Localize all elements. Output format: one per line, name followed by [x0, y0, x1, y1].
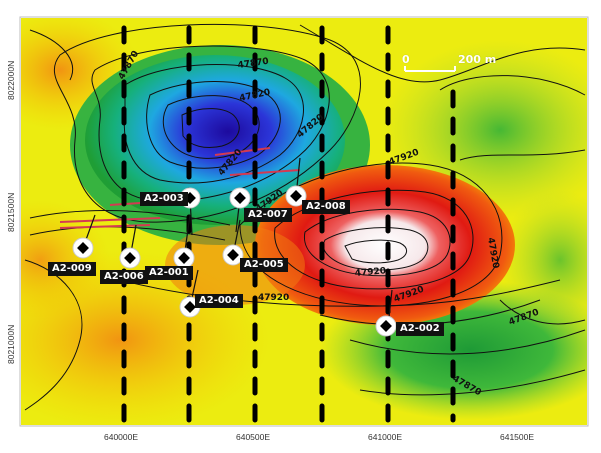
drill-hole-marker: [285, 185, 307, 207]
drill-hole-label: A2-006: [100, 270, 148, 284]
x-axis-label: 641000E: [368, 432, 403, 442]
y-axis-label: 8021000N: [6, 324, 16, 364]
drill-hole-label: A2-003: [140, 192, 188, 206]
drill-hole-marker: [229, 187, 251, 209]
x-axis-label: 640500E: [236, 432, 271, 442]
contour-label: 47920: [258, 293, 289, 303]
drill-hole-label: A2-008: [302, 200, 350, 214]
scale-bar-zero-label: 0: [402, 53, 410, 66]
drill-hole-marker: [119, 247, 141, 269]
drill-hole-label: A2-004: [195, 294, 243, 308]
scale-bar-length-label: 200 m: [458, 53, 497, 66]
drill-hole-label: A2-005: [240, 258, 288, 272]
drill-hole-marker: [173, 247, 195, 269]
x-axis-label: 641500E: [500, 432, 535, 442]
drill-hole-markers: [72, 185, 397, 337]
contour-label: 47870: [237, 57, 269, 71]
drill-hole-marker: [375, 315, 397, 337]
drill-hole-marker: [72, 237, 94, 259]
scale-bar: [404, 66, 456, 72]
drill-hole-label: A2-002: [396, 322, 444, 336]
y-axis-label: 8021500N: [6, 192, 16, 232]
drill-hole-marker: [222, 244, 244, 266]
x-axis-label: 640000E: [104, 432, 139, 442]
drill-hole-label: A2-009: [48, 262, 96, 276]
y-axis-label: 8022000N: [6, 60, 16, 100]
drill-hole-label: A2-001: [145, 266, 193, 280]
drill-hole-label: A2-007: [244, 208, 292, 222]
contour-label: 47920: [354, 266, 386, 279]
